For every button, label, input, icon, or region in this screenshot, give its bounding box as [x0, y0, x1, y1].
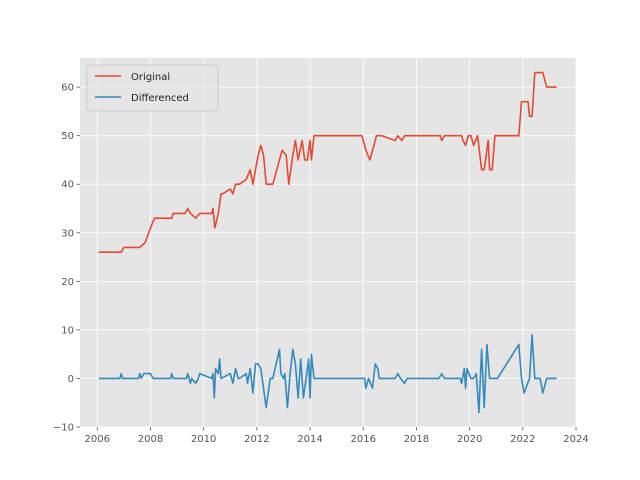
y-tick-label: 20	[61, 277, 74, 288]
y-tick-label: 60	[61, 83, 74, 94]
y-tick-label: 50	[61, 131, 74, 142]
x-tick-label: 2014	[297, 434, 322, 445]
x-tick-label: 2020	[457, 434, 482, 445]
y-tick-label: 40	[61, 180, 74, 191]
x-tick-label: 2012	[244, 434, 269, 445]
series-group	[98, 71, 557, 414]
y-tick-label: 10	[61, 325, 74, 336]
x-tick-label: 2006	[85, 434, 110, 445]
y-tick-label: −10	[53, 423, 74, 434]
legend-label-differenced: Differenced	[131, 93, 189, 104]
x-tick-label: 2024	[563, 434, 588, 445]
x-tick-label: 2018	[404, 434, 429, 445]
plot-area	[80, 58, 576, 427]
y-axis: −10 0 10 20 30 40 50 60	[53, 83, 80, 434]
y-tick-label: 0	[68, 374, 74, 385]
x-tick-label: 2010	[191, 434, 216, 445]
x-tick-label: 2016	[351, 434, 376, 445]
x-axis: 2006 2008 2010 2012 2014 2016 2018 2020 2022 2024	[85, 427, 589, 445]
x-tick-label: 2022	[510, 434, 535, 445]
legend: Original Differenced	[86, 64, 219, 112]
y-tick-label: 30	[61, 228, 74, 239]
series-line-differenced	[98, 333, 557, 414]
series-line-original	[98, 71, 557, 253]
legend-label-original: Original	[131, 72, 170, 83]
x-tick-label: 2008	[138, 434, 163, 445]
